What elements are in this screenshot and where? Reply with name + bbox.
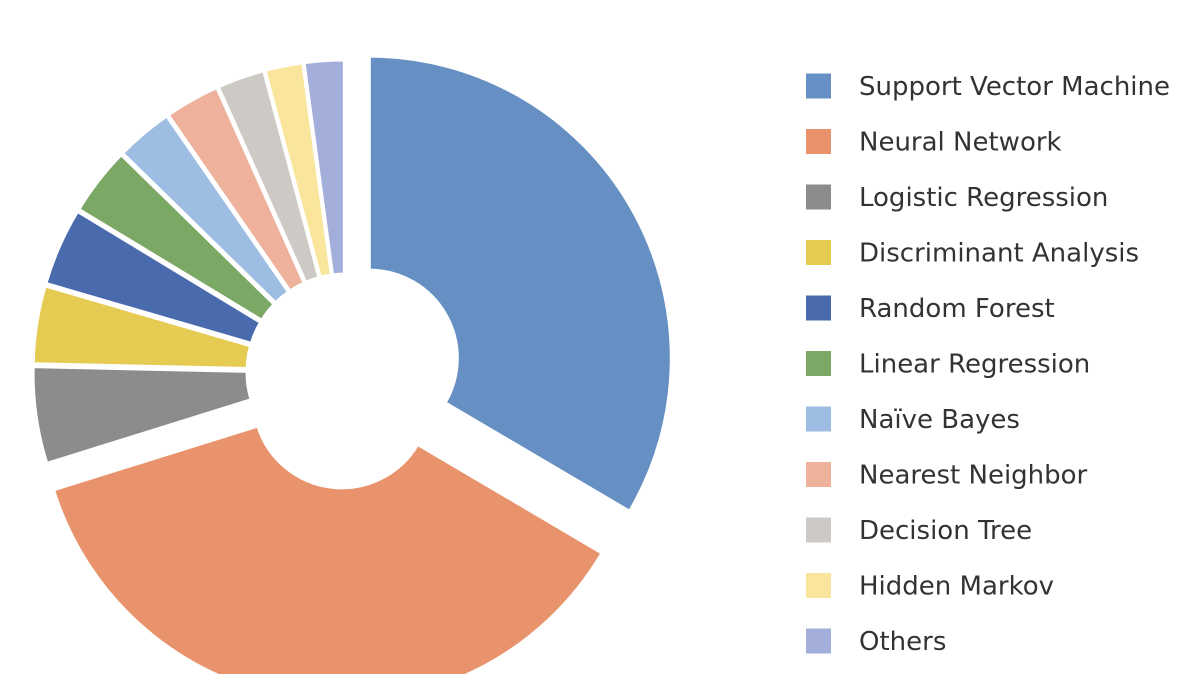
slice-random-forest — [44, 209, 263, 345]
legend-item-decision-tree: Decision Tree — [806, 516, 1032, 546]
legend-swatch — [806, 184, 831, 210]
slice-neural-network — [52, 424, 604, 674]
legend-label: Linear Regression — [859, 350, 1090, 380]
legend-label: Discriminant Analysis — [859, 239, 1139, 269]
legend-label: Decision Tree — [859, 516, 1032, 546]
legend-swatch — [806, 406, 831, 432]
donut-slices — [31, 54, 673, 674]
legend-item-others: Others — [806, 627, 946, 657]
legend-item-logistic-regression: Logistic Regression — [806, 183, 1108, 213]
slice-support-vector-machine — [367, 54, 673, 513]
legend: Support Vector Machine Neural Network Logi… — [806, 72, 1170, 657]
legend-item-na-ve-bayes: Naïve Bayes — [806, 405, 1020, 435]
legend-item-neural-network: Neural Network — [806, 128, 1062, 158]
slice-others — [302, 58, 346, 277]
legend-swatch — [806, 295, 831, 321]
legend-label: Random Forest — [859, 294, 1055, 324]
legend-label: Neural Network — [859, 128, 1062, 158]
slice-nearest-neighbor — [166, 86, 306, 293]
legend-item-linear-regression: Linear Regression — [806, 350, 1090, 380]
legend-swatch — [806, 462, 831, 487]
legend-swatch — [806, 517, 831, 543]
slice-discriminant-analysis — [31, 284, 253, 371]
legend-item-random-forest: Random Forest — [806, 294, 1055, 324]
legend-label: Logistic Regression — [859, 183, 1108, 213]
legend-label: Support Vector Machine — [859, 72, 1170, 102]
legend-swatch — [806, 240, 831, 265]
legend-item-nearest-neighbor: Nearest Neighbor — [806, 461, 1088, 491]
slice-linear-regression — [77, 153, 276, 322]
legend-swatch — [806, 628, 831, 654]
legend-item-hidden-markov: Hidden Markov — [806, 572, 1054, 602]
legend-swatch — [806, 351, 831, 376]
legend-item-support-vector-machine: Support Vector Machine — [806, 72, 1170, 102]
legend-swatch — [806, 129, 831, 154]
legend-label: Hidden Markov — [859, 572, 1054, 602]
legend-label: Others — [859, 627, 946, 657]
legend-item-discriminant-analysis: Discriminant Analysis — [806, 239, 1139, 269]
legend-label: Nearest Neighbor — [859, 461, 1088, 491]
slice-na-ve-bayes — [121, 114, 290, 305]
legend-label: Naïve Bayes — [859, 405, 1020, 435]
legend-swatch — [806, 73, 831, 99]
slice-logistic-regression — [31, 365, 253, 465]
legend-swatch — [806, 573, 831, 598]
